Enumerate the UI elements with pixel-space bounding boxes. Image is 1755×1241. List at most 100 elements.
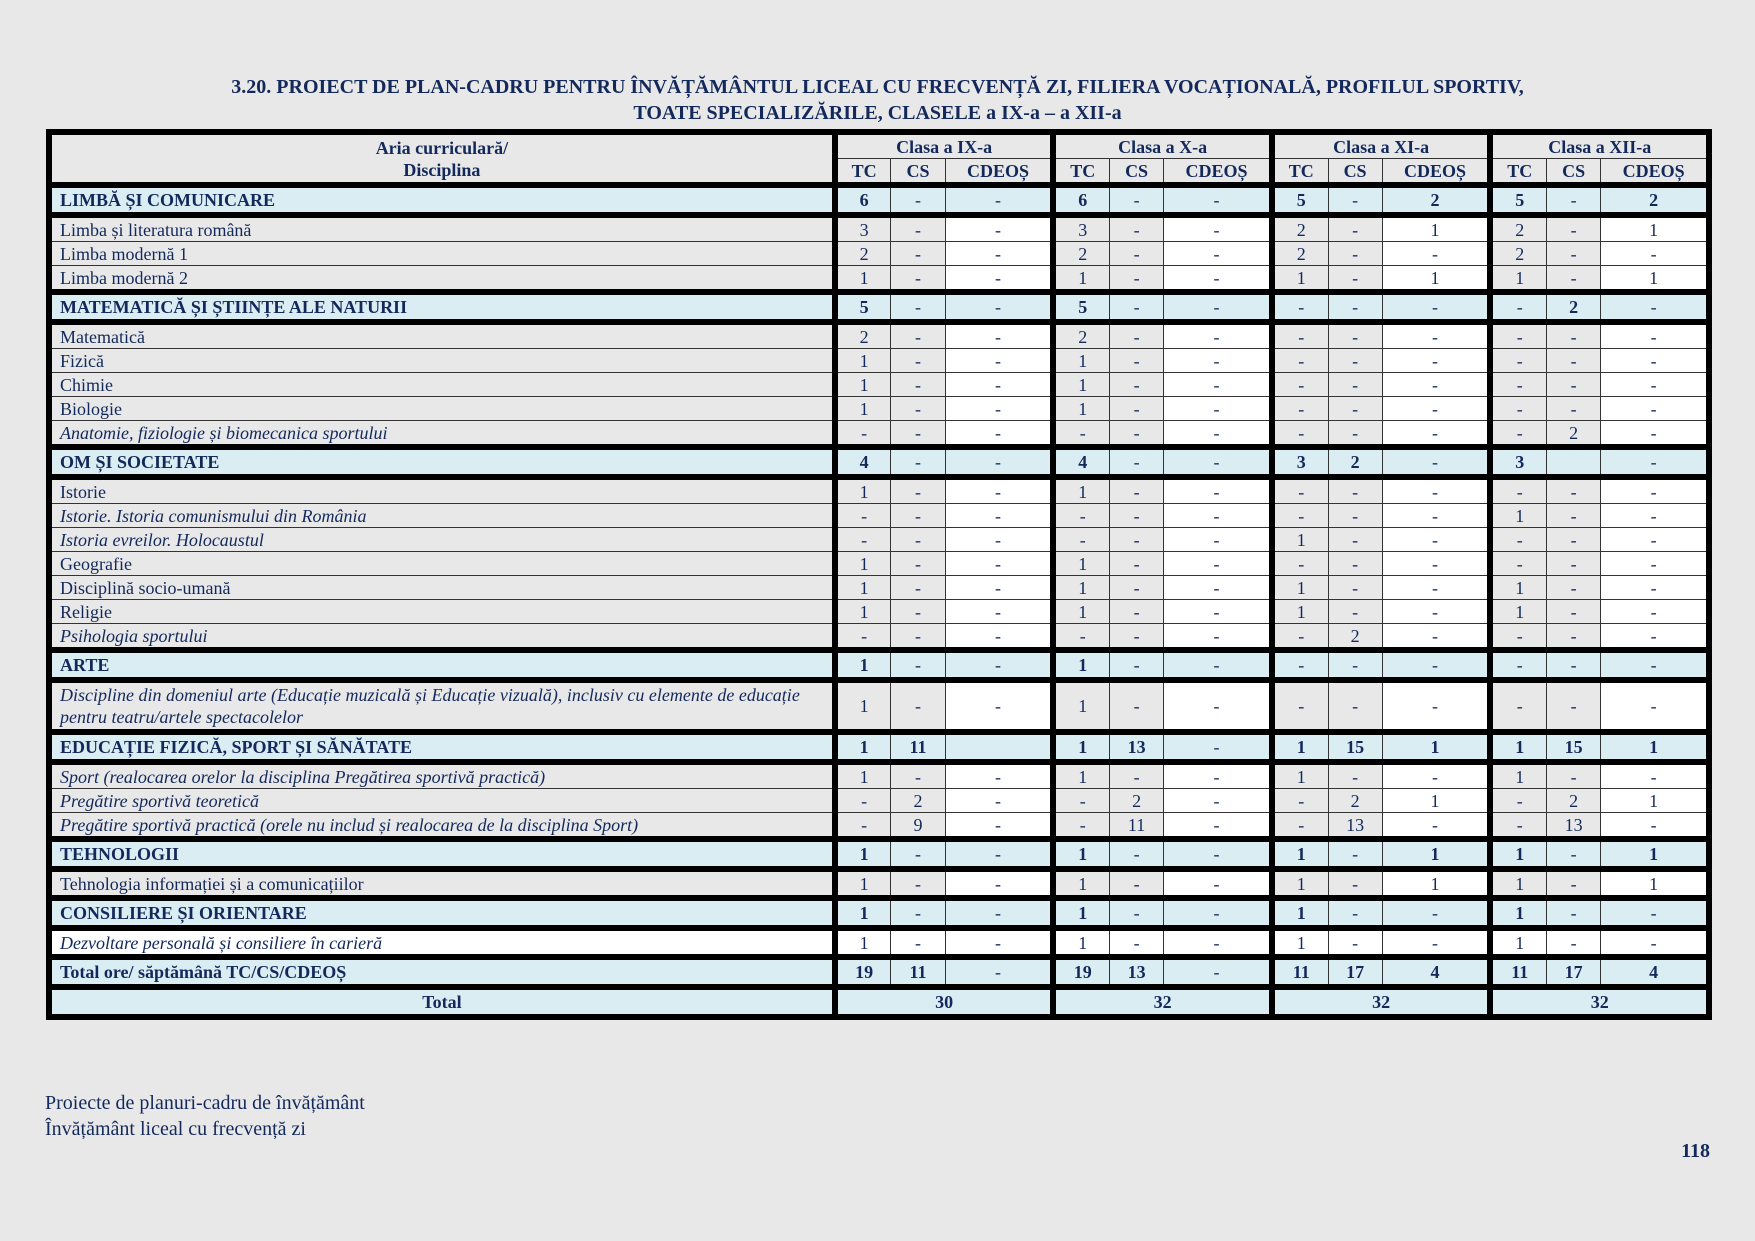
hours-cell: -: [1327, 503, 1383, 528]
hours-cell: -: [1546, 895, 1602, 931]
hours-cell: 19: [1050, 954, 1111, 990]
discipline-name: Limba și literatura română: [48, 214, 836, 242]
discipline-name: Pregătire sportivă practică (orele nu in…: [48, 812, 836, 840]
hours-cell: -: [1600, 420, 1710, 448]
hours-cell: 1: [1600, 729, 1710, 765]
hours-cell: -: [831, 623, 892, 651]
discipline-row: Chimie 1- -1- - - - - - - -: [48, 372, 1710, 397]
discipline-name: Anatomie, fiziologie și biomecanica spor…: [48, 420, 836, 448]
subheader-tc: TC: [1487, 158, 1548, 188]
hours-cell: 4: [1381, 954, 1491, 990]
hours-cell: -: [1163, 551, 1273, 576]
discipline-name: Sport (realocarea orelor la disciplina P…: [48, 761, 836, 789]
discipline-name: Limba modernă 1: [48, 241, 836, 266]
hours-cell: -: [944, 647, 1054, 683]
hours-cell: -: [1327, 647, 1383, 683]
hours-cell: -: [1381, 420, 1491, 448]
hours-cell: -: [1109, 623, 1165, 651]
hours-cell: 19: [831, 954, 892, 990]
hours-cell: -: [890, 503, 946, 528]
hours-cell: -: [1381, 321, 1491, 349]
hours-cell: -: [944, 551, 1054, 576]
hours-cell: 11: [1487, 954, 1548, 990]
discipline-row: Sport (realocarea orelor la disciplina P…: [48, 761, 1710, 789]
hours-cell: -: [1163, 214, 1273, 242]
hours-cell: 1: [1050, 575, 1111, 600]
hours-cell: -: [890, 836, 946, 872]
hours-cell: -: [1381, 647, 1491, 683]
hours-cell: 1: [1381, 788, 1491, 813]
header-class-xii: Clasa a XII-a: [1487, 131, 1710, 159]
hours-cell: -: [1600, 647, 1710, 683]
hours-cell: -: [890, 372, 946, 397]
hours-cell: -: [1327, 348, 1383, 373]
hours-cell: -: [1327, 420, 1383, 448]
hours-cell: 4: [831, 444, 892, 480]
hours-cell: 2: [1487, 241, 1548, 266]
hours-cell: -: [831, 527, 892, 552]
hours-cell: -: [1109, 599, 1165, 624]
hours-cell: -: [890, 647, 946, 683]
subheader-tc: TC: [1050, 158, 1111, 188]
header-row-classes: Aria curriculară/ Disciplina Clasa a IX-…: [48, 131, 1710, 188]
hours-cell: 9: [890, 812, 946, 840]
hours-cell: -: [944, 503, 1054, 528]
hours-cell: 11: [1268, 954, 1329, 990]
hours-cell: 1: [1381, 729, 1491, 765]
area-name: LIMBĂ ȘI COMUNICARE: [48, 182, 836, 218]
hours-cell: 6: [1050, 182, 1111, 218]
discipline-name: Geografie: [48, 551, 836, 576]
hours-cell: -: [1268, 476, 1329, 504]
hours-cell: -: [890, 182, 946, 218]
class-total-cell: 30: [831, 984, 1054, 1020]
hours-cell: -: [1327, 321, 1383, 349]
hours-cell: -: [1546, 761, 1602, 789]
hours-cell: -: [1109, 647, 1165, 683]
hours-cell: -: [1381, 476, 1491, 504]
hours-cell: -: [1050, 788, 1111, 813]
hours-cell: -: [1109, 348, 1165, 373]
header-class-ix: Clasa a IX-a: [831, 131, 1054, 159]
hours-cell: -: [1600, 241, 1710, 266]
hours-cell: -: [1268, 623, 1329, 651]
area-row: MATEMATICĂ ȘI ȘTIINȚE ALE NATURII 5- -5- - -…: [48, 289, 1710, 325]
hours-cell: -: [1546, 927, 1602, 958]
hours-cell: -: [1109, 527, 1165, 552]
hours-cell: -: [1546, 241, 1602, 266]
hours-cell: -: [1163, 321, 1273, 349]
hours-cell: -: [1163, 647, 1273, 683]
hours-cell: -: [1163, 241, 1273, 266]
hours-cell: -: [1381, 348, 1491, 373]
hours-cell: 17: [1546, 954, 1602, 990]
hours-cell: -: [1381, 575, 1491, 600]
hours-cell: -: [944, 265, 1054, 293]
total-row: Total 30 32 32 32: [48, 984, 1710, 1020]
hours-cell: -: [1327, 265, 1383, 293]
hours-cell: -: [1600, 761, 1710, 789]
hours-cell: 13: [1327, 812, 1383, 840]
hours-cell: 1: [1050, 836, 1111, 872]
hours-cell: -: [1163, 503, 1273, 528]
hours-cell: -: [890, 396, 946, 421]
hours-cell: -: [1109, 420, 1165, 448]
hours-cell: -: [944, 321, 1054, 349]
hours-cell: 2: [831, 241, 892, 266]
area-name: EDUCAȚIE FIZICĂ, SPORT ȘI SĂNĂTATE: [48, 729, 836, 765]
hours-cell: -: [944, 575, 1054, 600]
hours-cell: -: [944, 289, 1054, 325]
title-line-1: 3.20. PROIECT DE PLAN-CADRU PENTRU ÎNVĂȚ…: [231, 76, 1524, 98]
hours-cell: 1: [1050, 647, 1111, 683]
hours-cell: -: [1546, 182, 1602, 218]
discipline-name: Disciplină socio-umană: [48, 575, 836, 600]
hours-cell: -: [1546, 527, 1602, 552]
hours-cell: -: [1163, 812, 1273, 840]
hours-cell: -: [1381, 895, 1491, 931]
hours-cell: 5: [831, 289, 892, 325]
hours-cell: -: [1600, 476, 1710, 504]
hours-cell: -: [1268, 812, 1329, 840]
hours-cell: 15: [1327, 729, 1383, 765]
hours-cell: 1: [831, 348, 892, 373]
hours-cell: -: [1327, 214, 1383, 242]
hours-cell: -: [1109, 476, 1165, 504]
discipline-row: Discipline din domeniul arte (Educație m…: [48, 679, 1710, 733]
